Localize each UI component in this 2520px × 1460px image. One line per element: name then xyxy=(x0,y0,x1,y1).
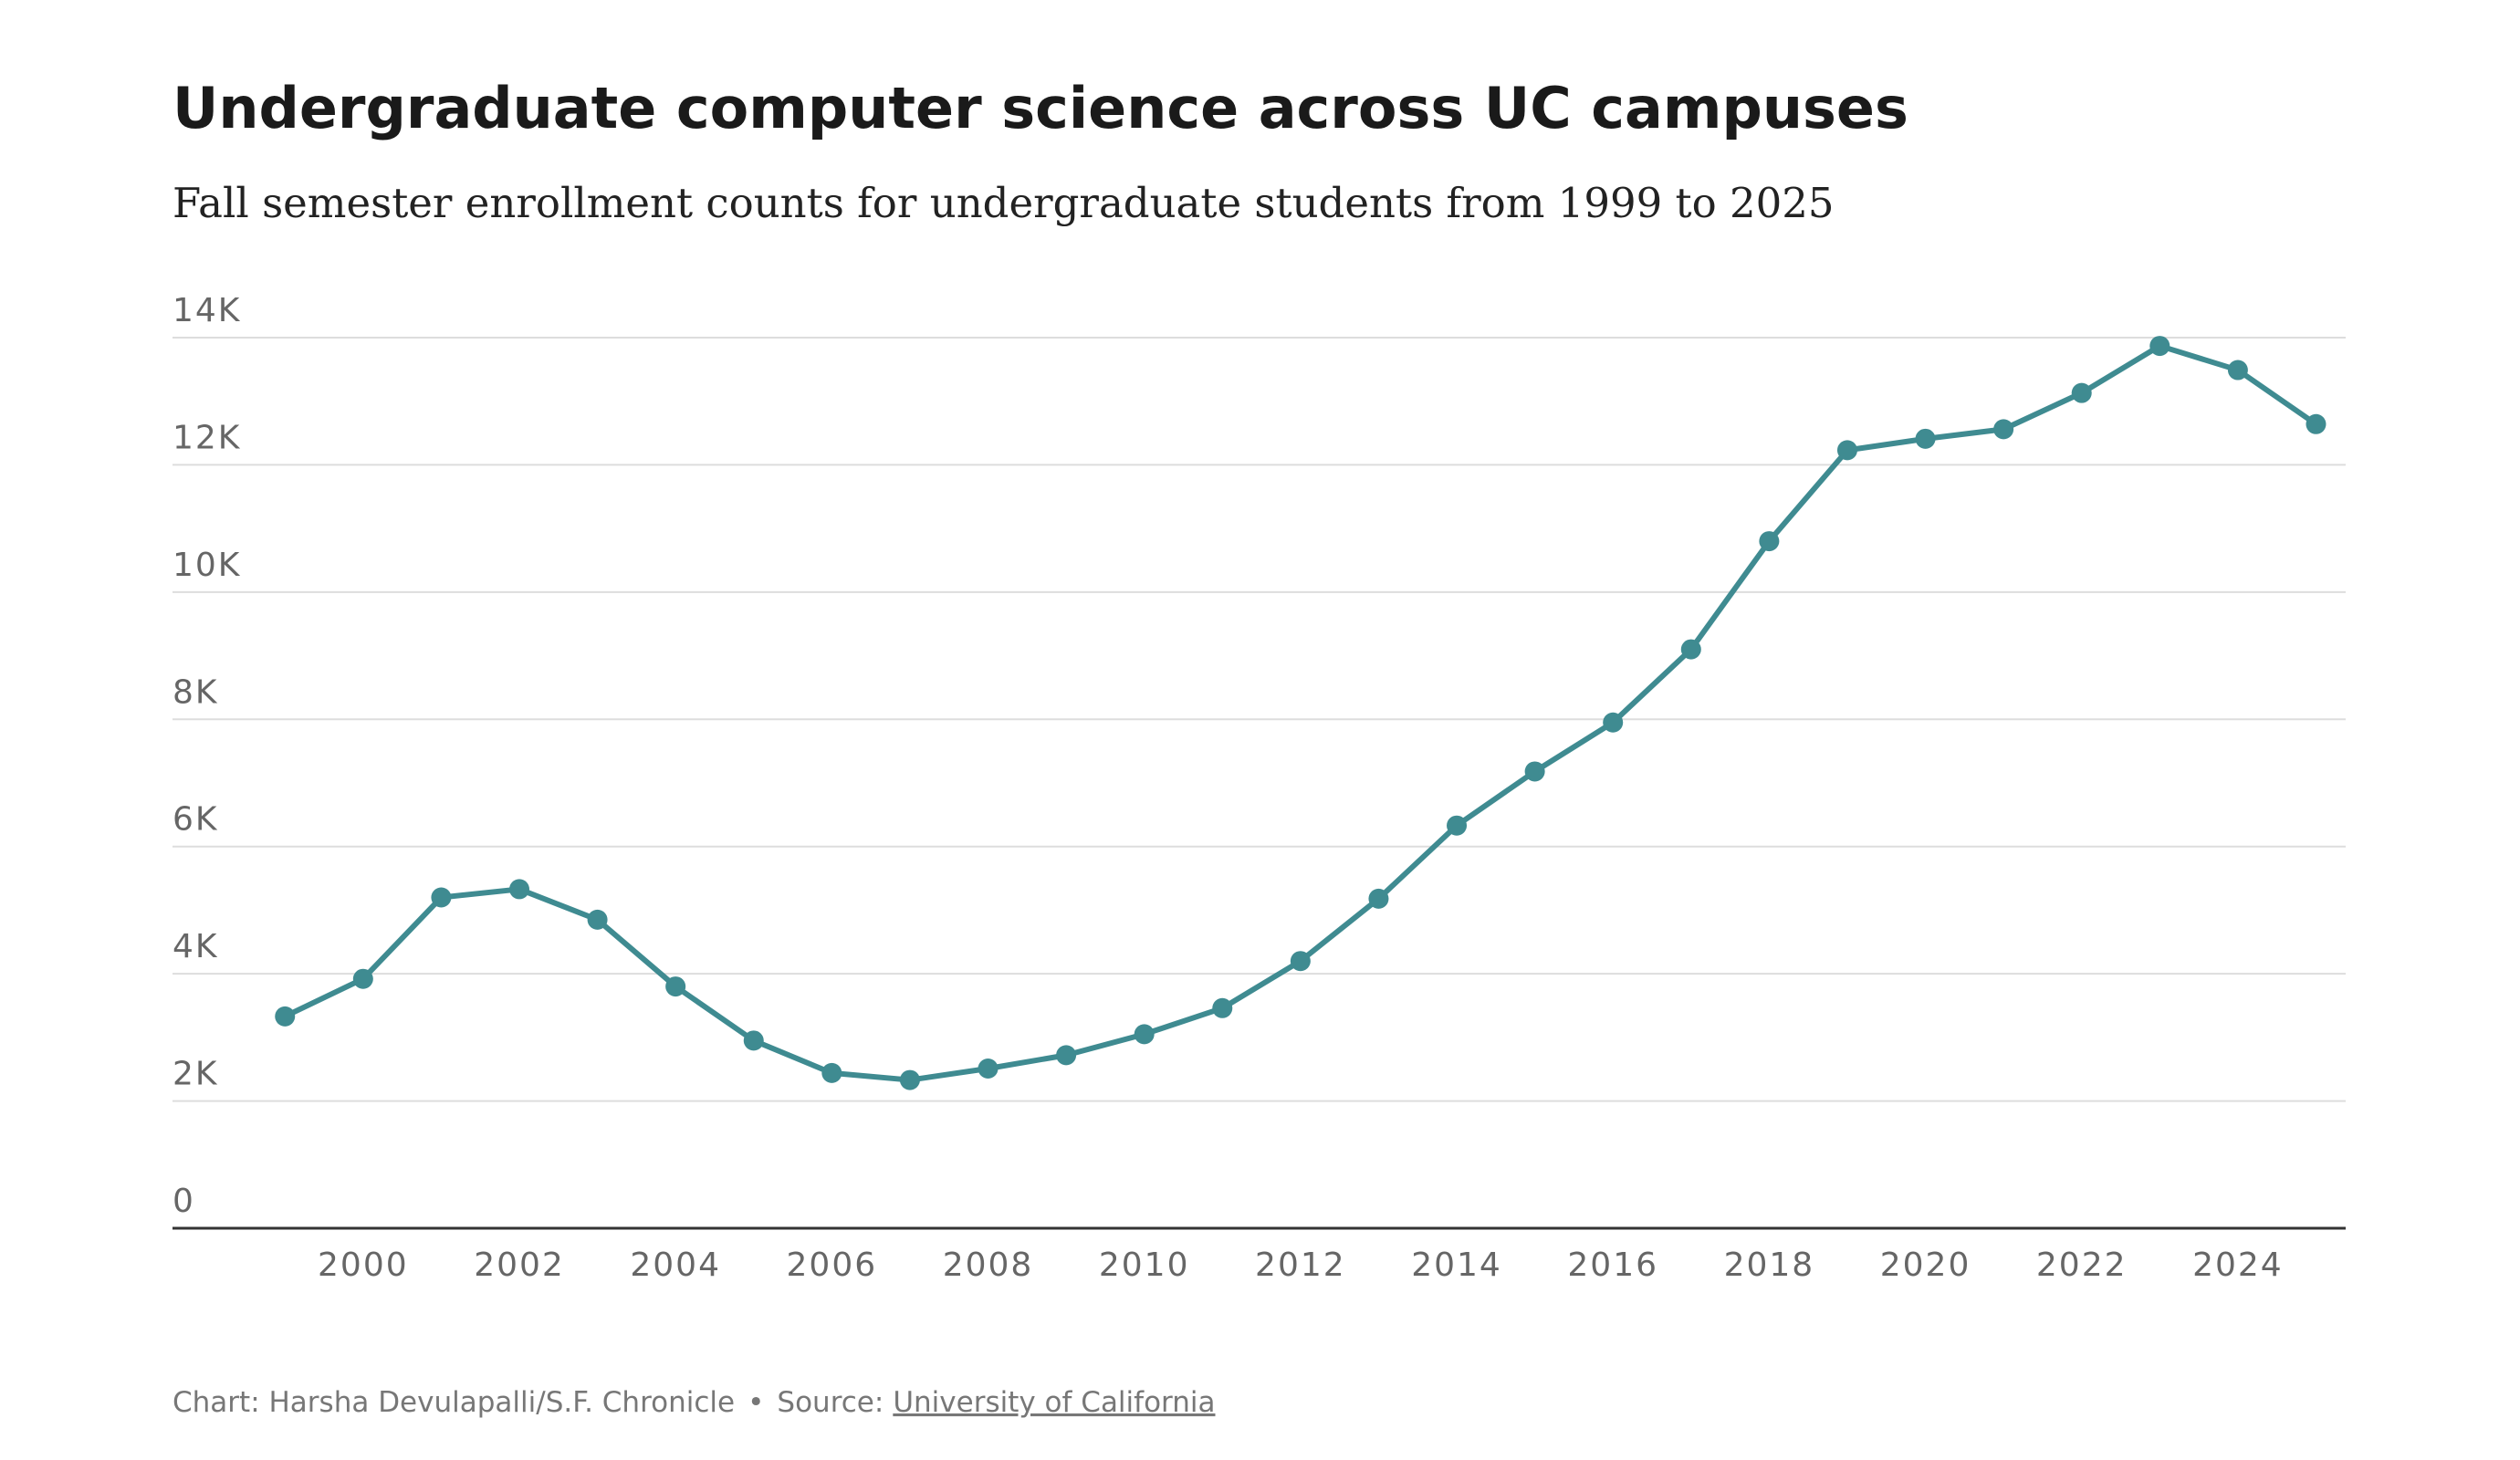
point xyxy=(1759,531,1780,552)
source-link[interactable]: University of California xyxy=(893,1386,1215,1419)
point xyxy=(2227,360,2248,381)
x-tick-label: 2024 xyxy=(2192,1246,2284,1284)
point xyxy=(1447,815,1468,836)
x-tick-label: 2008 xyxy=(943,1246,1034,1284)
x-tick-label: 2004 xyxy=(630,1246,721,1284)
point xyxy=(1056,1045,1077,1066)
credit: Chart: Harsha Devulapalli/S.F. Chronicle xyxy=(173,1386,735,1419)
point xyxy=(1680,639,1701,660)
chart-title: Undergraduate computer science across UC… xyxy=(173,75,1908,141)
point xyxy=(352,968,373,989)
point xyxy=(821,1062,842,1083)
point xyxy=(743,1030,764,1051)
x-tick-label: 2018 xyxy=(1724,1246,1815,1284)
point xyxy=(2306,413,2327,434)
point xyxy=(275,1006,296,1027)
point xyxy=(1368,888,1389,909)
point xyxy=(1603,712,1624,733)
point xyxy=(1134,1024,1155,1045)
y-tick-label: 2K xyxy=(173,1056,219,1093)
x-tick-label: 2012 xyxy=(1255,1246,1346,1284)
y-tick-label: 12K xyxy=(173,419,241,456)
x-tick-label: 2006 xyxy=(787,1246,878,1284)
source-label: Source: xyxy=(777,1386,884,1419)
y-tick-label: 6K xyxy=(173,801,219,839)
x-tick-label: 2022 xyxy=(2036,1246,2128,1284)
y-tick-label: 4K xyxy=(173,928,219,965)
x-tick-label: 2020 xyxy=(1880,1246,1971,1284)
x-tick-label: 2014 xyxy=(1411,1246,1502,1284)
point xyxy=(1993,419,2014,440)
footer: Chart: Harsha Devulapalli/S.F. Chronicle… xyxy=(173,1386,1216,1419)
point xyxy=(431,887,452,908)
y-tick-label: 8K xyxy=(173,673,219,711)
x-tick-label: 2010 xyxy=(1099,1246,1190,1284)
point xyxy=(1836,440,1857,461)
point xyxy=(1915,428,1936,449)
y-tick-label: 14K xyxy=(173,292,241,329)
point xyxy=(509,879,530,900)
point xyxy=(665,976,686,997)
point xyxy=(899,1069,920,1090)
point xyxy=(587,909,608,930)
point xyxy=(978,1058,999,1079)
point xyxy=(1212,997,1233,1018)
point xyxy=(2149,336,2170,357)
x-tick-label: 2000 xyxy=(318,1246,409,1284)
point xyxy=(2071,382,2092,403)
point xyxy=(1290,951,1311,972)
chart-subtitle: Fall semester enrollment counts for unde… xyxy=(173,179,1835,227)
x-tick-label: 2002 xyxy=(474,1246,565,1284)
y-tick-label: 0 xyxy=(173,1183,195,1220)
y-tick-label: 10K xyxy=(173,547,241,584)
x-tick-label: 2016 xyxy=(1567,1246,1658,1284)
separator: • xyxy=(748,1386,764,1419)
point xyxy=(1524,761,1545,782)
